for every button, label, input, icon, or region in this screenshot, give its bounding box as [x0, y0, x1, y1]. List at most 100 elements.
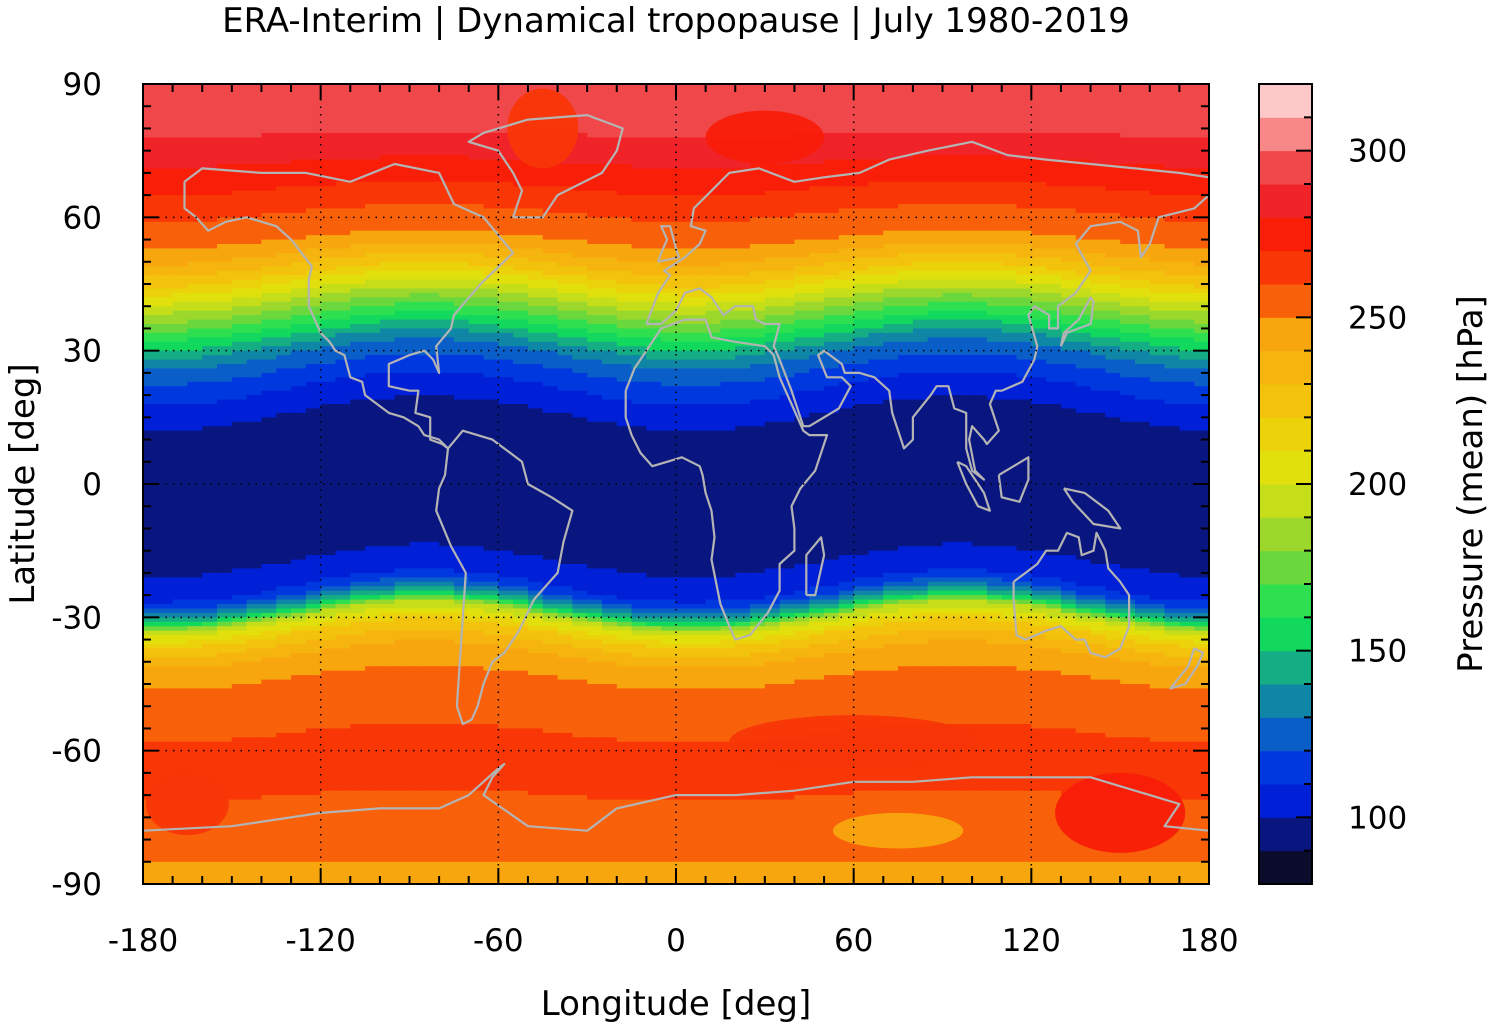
pressure-cell	[616, 204, 633, 210]
pressure-cell	[1164, 110, 1180, 116]
pressure-cell	[927, 124, 944, 130]
pressure-cell	[202, 390, 218, 396]
pressure-cell	[498, 92, 514, 98]
pressure-cell	[231, 337, 248, 343]
pressure-cell	[1060, 137, 1077, 143]
pressure-cell	[468, 110, 485, 116]
pressure-cell	[261, 84, 277, 90]
pressure-cell	[676, 106, 692, 112]
pressure-cell	[1090, 337, 1106, 343]
pressure-cell	[1016, 101, 1032, 107]
pressure-cell	[986, 132, 1003, 138]
pressure-cell	[764, 230, 781, 236]
pressure-cell	[409, 84, 425, 90]
pressure-cell	[291, 195, 307, 201]
pressure-cell	[1164, 341, 1180, 347]
pressure-cell	[868, 199, 884, 205]
pressure-cell	[498, 190, 514, 196]
pressure-cell	[883, 181, 899, 187]
pressure-cell	[424, 141, 440, 147]
pressure-cell	[824, 279, 840, 285]
pressure-cell	[305, 297, 322, 303]
pressure-cell	[1105, 279, 1121, 285]
pressure-cell	[942, 306, 958, 312]
pressure-cell	[498, 337, 514, 343]
pressure-cell	[972, 364, 988, 370]
pressure-cell	[394, 159, 411, 165]
pressure-cell	[498, 292, 514, 298]
pressure-cell	[365, 270, 381, 276]
pressure-cell	[764, 328, 781, 334]
pressure-cell	[1164, 97, 1180, 103]
pressure-cell	[601, 355, 618, 361]
pressure-cell	[468, 137, 485, 143]
pressure-cell	[1031, 297, 1047, 303]
pressure-cell	[172, 177, 189, 183]
pressure-cell	[986, 288, 1003, 294]
pressure-cell	[942, 195, 958, 201]
pressure-cell	[172, 204, 189, 210]
pressure-cell	[557, 364, 573, 370]
pressure-cell	[601, 150, 618, 156]
pressure-cell	[439, 252, 455, 258]
pressure-cell	[779, 364, 796, 370]
pressure-cell	[350, 364, 366, 370]
pressure-cell	[320, 181, 337, 187]
pressure-cell	[986, 270, 1003, 276]
pressure-cell	[157, 324, 174, 330]
pressure-cell	[187, 248, 203, 254]
pressure-cell	[809, 319, 825, 325]
pressure-cell	[394, 212, 411, 218]
pressure-cell	[1075, 92, 1092, 98]
pressure-cell	[172, 84, 189, 90]
pressure-cell	[764, 381, 781, 387]
pressure-cell	[276, 346, 292, 352]
pressure-cell	[1001, 150, 1018, 156]
pressure-cell	[513, 270, 529, 276]
pressure-cell	[646, 284, 662, 290]
pressure-cell	[853, 275, 870, 281]
pressure-cell	[720, 177, 736, 183]
pressure-cell	[705, 341, 722, 347]
pressure-cell	[853, 150, 870, 156]
pressure-cell	[231, 150, 248, 156]
pressure-cell	[320, 172, 337, 178]
pressure-cell	[735, 212, 751, 218]
pressure-cell	[616, 297, 633, 303]
pressure-cell	[1046, 297, 1062, 303]
pressure-cell	[424, 310, 440, 316]
pressure-cell	[202, 266, 218, 272]
pressure-cell	[750, 195, 766, 201]
pressure-cell	[1105, 110, 1121, 116]
pressure-cell	[794, 381, 810, 387]
pressure-cell	[1194, 239, 1209, 245]
pressure-cell	[1120, 106, 1136, 112]
pressure-cell	[350, 355, 366, 361]
pressure-cell	[379, 288, 396, 294]
pressure-cell	[1075, 266, 1092, 272]
pressure-cell	[794, 359, 810, 365]
pressure-cell	[1134, 159, 1151, 165]
pressure-cell	[187, 284, 203, 290]
pressure-cell	[1149, 257, 1166, 263]
pressure-cell	[1179, 235, 1195, 241]
pressure-cell	[320, 137, 337, 143]
pressure-cell	[468, 359, 485, 365]
pressure-cell	[320, 226, 337, 232]
pressure-cell	[705, 150, 722, 156]
pressure-cell	[1105, 346, 1121, 352]
pressure-cell	[616, 115, 633, 121]
pressure-cell	[1060, 270, 1077, 276]
pressure-cell	[424, 172, 440, 178]
pressure-cell	[572, 315, 588, 321]
pressure-cell	[187, 168, 203, 174]
pressure-cell	[1134, 310, 1151, 316]
pressure-cell	[202, 124, 218, 130]
pressure-cell	[631, 319, 647, 325]
pressure-cell	[720, 328, 736, 334]
pressure-cell	[631, 297, 647, 303]
pressure-cell	[453, 230, 470, 236]
pressure-cell	[513, 159, 529, 165]
pressure-cell	[320, 190, 337, 196]
pressure-cell	[646, 244, 662, 250]
